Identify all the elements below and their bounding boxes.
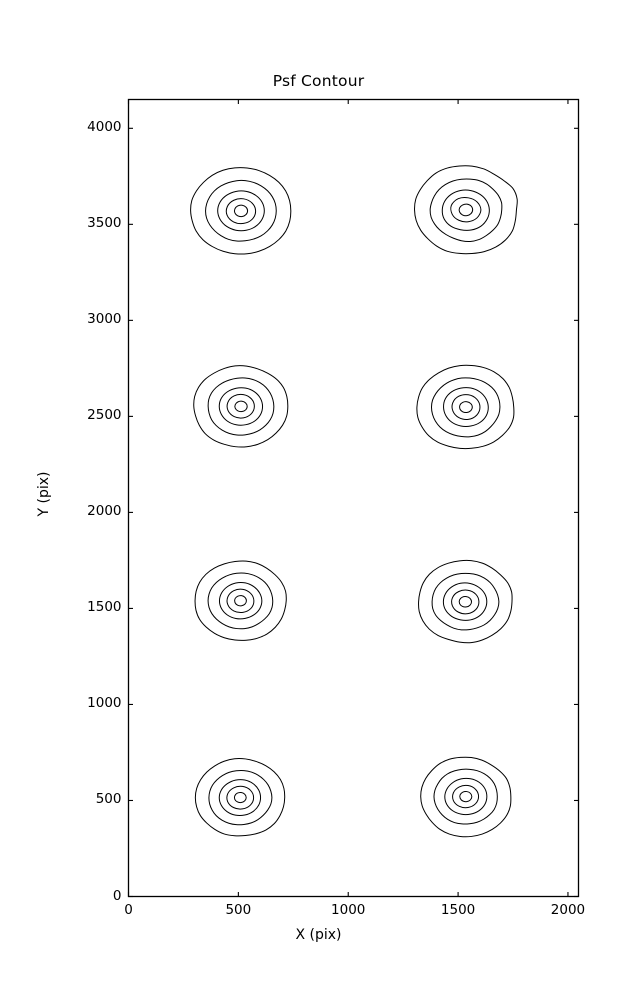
y-tick-label: 2500 [87, 407, 122, 424]
psf-source-r1-c2 [414, 165, 518, 255]
y-tick-label: 0 [112, 887, 122, 904]
psf-source-r2-c2 [416, 364, 515, 450]
x-tick-label: 1500 [440, 901, 476, 918]
x-tick-label: 500 [225, 901, 252, 918]
psf-source-r4-c1 [194, 758, 286, 837]
y-axis-label: Y (pix) [36, 471, 52, 517]
x-tick-label: 2000 [550, 901, 586, 918]
page-title: Psf Contour [272, 72, 365, 90]
y-tick-label: 2000 [87, 503, 122, 520]
psf-source-r4-c2 [420, 756, 512, 838]
tick-marks [127, 99, 579, 898]
psf-source-r2-c1 [193, 365, 289, 448]
x-tick-label: 0 [124, 901, 133, 918]
y-tick-label: 1500 [87, 599, 122, 616]
y-tick-label: 3500 [87, 215, 122, 232]
axes-frame [127, 98, 580, 898]
y-tick-label: 3000 [87, 311, 122, 328]
contour-lines [190, 165, 518, 838]
y-tick-label: 500 [95, 791, 122, 808]
psf-source-r3-c1 [194, 560, 287, 641]
psf-source-r1-c1 [190, 167, 292, 255]
x-axis-label: X (pix) [295, 927, 342, 943]
x-tick-label: 1000 [331, 901, 366, 918]
psf-source-r3-c2 [418, 559, 513, 644]
y-tick-label: 1000 [87, 695, 122, 712]
y-tick-label: 4000 [87, 119, 122, 136]
